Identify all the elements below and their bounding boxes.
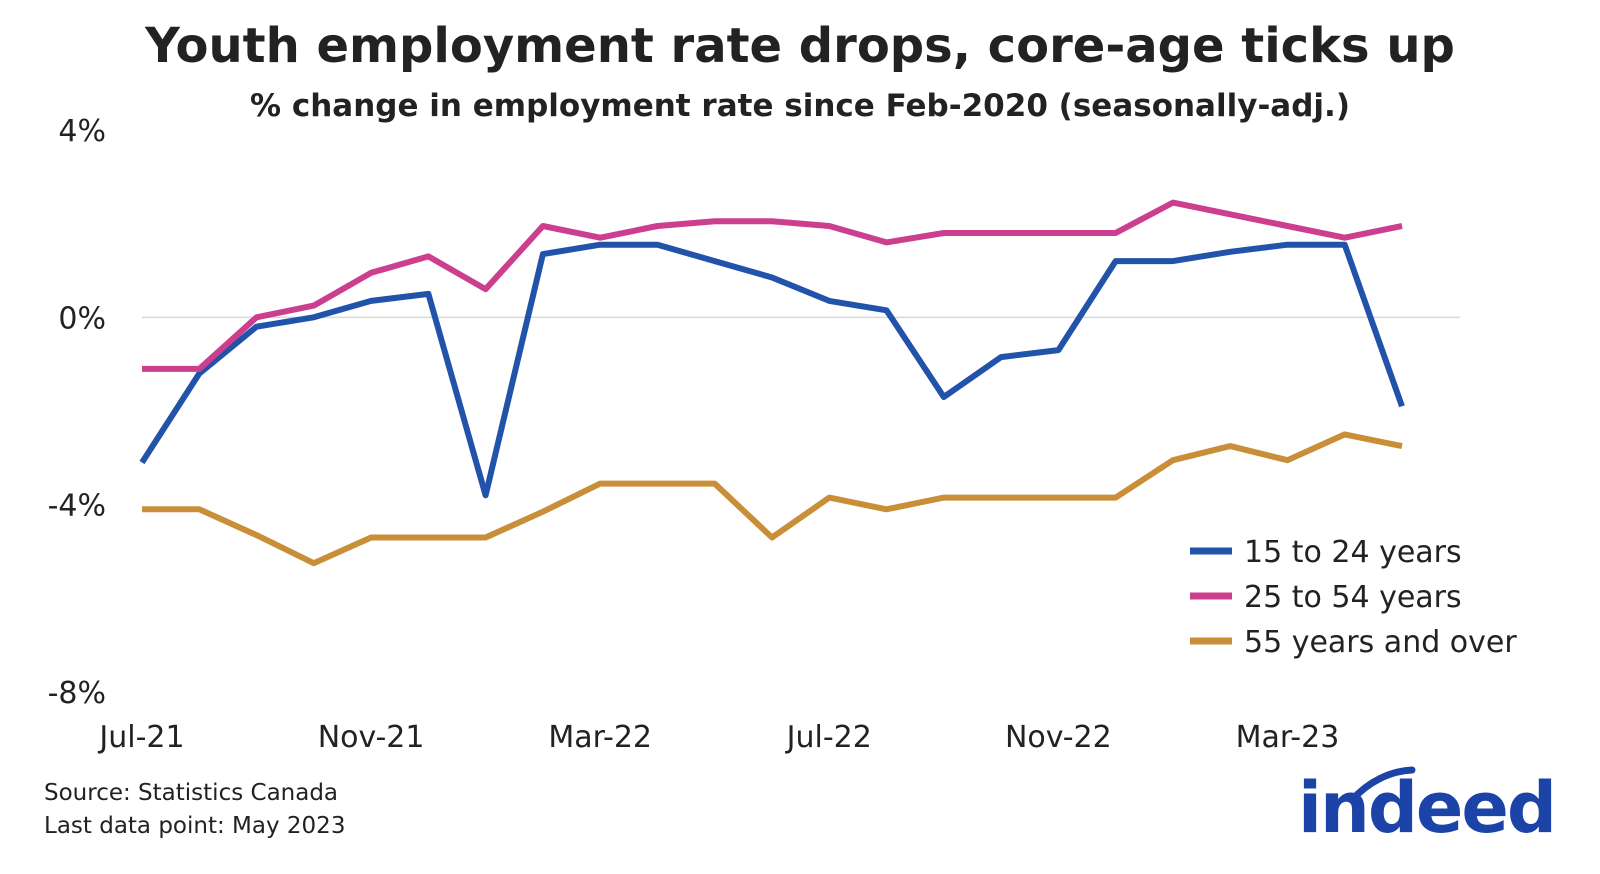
x-tick-label: Jul-22 [785,720,872,755]
legend-label: 55 years and over [1244,625,1517,660]
series-group [139,199,1405,567]
x-tick-label: Mar-23 [1236,720,1340,755]
y-tick-label: 4% [58,114,106,149]
x-tick-label: Jul-21 [97,720,184,755]
series-line-1 [139,241,1405,499]
chart-title: Youth employment rate drops, core-age ti… [144,18,1455,74]
series-line-2 [142,199,1403,372]
x-tick-label: Nov-21 [318,720,425,755]
y-tick-label: -4% [48,489,106,524]
y-tick-label: -8% [48,676,106,711]
legend-label: 25 to 54 years [1244,580,1462,615]
legend: 15 to 24 years 25 to 54 years 55 years and… [1190,535,1517,660]
last-data-point-note: Last data point: May 2023 [44,813,345,839]
x-tick-label: Mar-22 [548,720,652,755]
source-note: Source: Statistics Canada [44,780,338,806]
series-line-3 [142,431,1403,567]
legend-item: 25 to 54 years [1190,580,1462,615]
legend-item: 55 years and over [1190,625,1517,660]
indeed-logo: indeed [1298,766,1557,849]
legend-label: 15 to 24 years [1244,535,1462,570]
chart-subtitle: % change in employment rate since Feb-20… [250,88,1350,124]
legend-item: 15 to 24 years [1190,535,1462,570]
x-tick-label: Nov-22 [1005,720,1112,755]
x-axis: Jul-21 Nov-21 Mar-22 Jul-22 Nov-22 Mar-23 [97,720,1339,755]
y-tick-label: 0% [58,301,106,336]
y-axis: 4% 0% -4% -8% [48,114,106,711]
indeed-logo-text: indeed [1298,767,1555,849]
indeed-logo-swoosh [1348,766,1416,804]
